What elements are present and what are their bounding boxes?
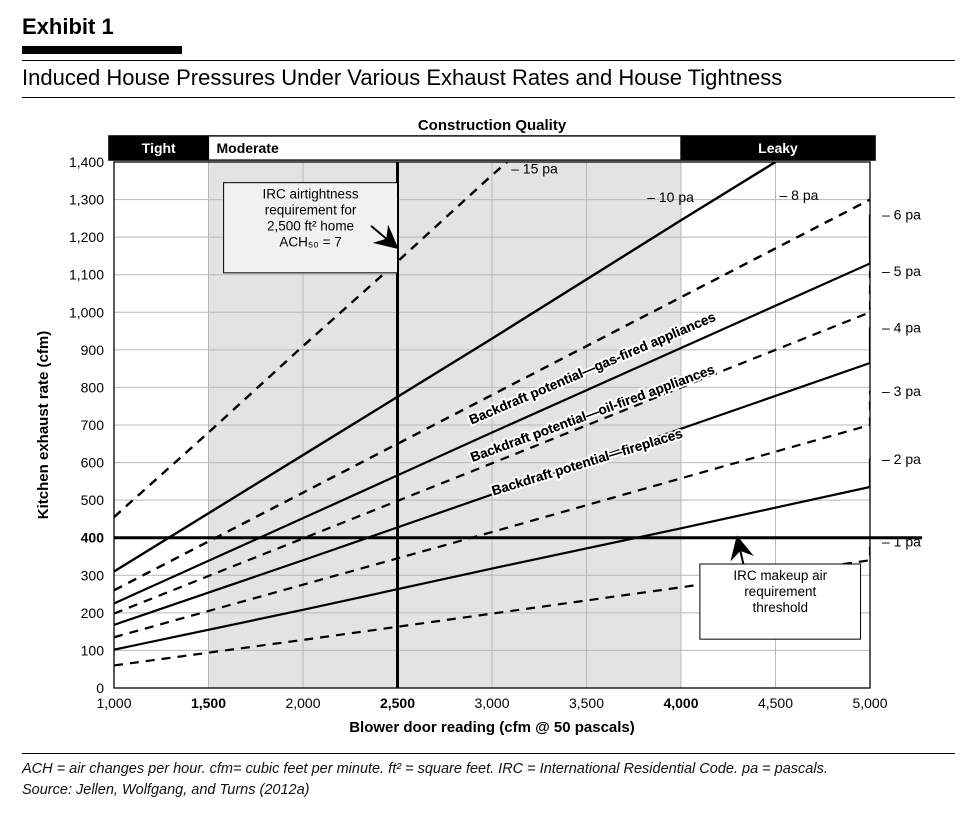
- x-tick-label: 2,500: [380, 695, 415, 711]
- x-tick-label: 1,500: [191, 695, 226, 711]
- callout-irc-makeup-arrow: [738, 539, 744, 564]
- right-pa-label: – 5 pa: [882, 263, 921, 279]
- y-tick-label: 800: [81, 379, 105, 395]
- series-label-pa10: – 10 pa: [647, 189, 694, 205]
- zone-label: Moderate: [217, 140, 279, 156]
- exhibit-underbar: [22, 46, 182, 54]
- right-pa-label: – 3 pa: [882, 383, 921, 399]
- zone-label: Tight: [142, 140, 176, 156]
- exhibit-label: Exhibit 1: [22, 14, 955, 40]
- y-tick-label: 300: [81, 567, 105, 583]
- right-pa-label: – 6 pa: [882, 207, 921, 223]
- y-tick-label: 1,400: [69, 154, 104, 170]
- x-tick-label: 3,500: [569, 695, 604, 711]
- x-tick-label: 1,000: [96, 695, 131, 711]
- footnote-text: ACH = air changes per hour. cfm= cubic f…: [22, 760, 955, 780]
- rule-bottom: [22, 753, 955, 754]
- callout-irc-makeup-line: threshold: [752, 600, 808, 615]
- pressure-chart: Construction Quality Tight Moderate Leaky – …: [22, 102, 952, 742]
- series-label-pa15: – 15 pa: [511, 161, 558, 177]
- chart-title: Induced House Pressures Under Various Ex…: [22, 65, 955, 91]
- y-tick-label: 500: [81, 492, 105, 508]
- x-tick-label: 3,000: [474, 695, 509, 711]
- y-tick-label: 0: [96, 680, 104, 696]
- y-tick-label: 900: [81, 342, 105, 358]
- x-axis-label: Blower door reading (cfm @ 50 pascals): [349, 719, 635, 736]
- source-text: Source: Jellen, Wolfgang, and Turns (201…: [22, 782, 955, 798]
- callout-irc-tightness-line: IRC airtightness: [263, 187, 359, 202]
- y-tick-label: 700: [81, 417, 105, 433]
- callout-irc-makeup-line: requirement: [744, 584, 816, 599]
- y-tick-label: 1,000: [69, 304, 104, 320]
- right-pa-label: – 2 pa: [882, 451, 921, 467]
- x-tick-label: 2,000: [285, 695, 320, 711]
- x-tick-label: 4,000: [663, 695, 698, 711]
- callout-irc-tightness-line: 2,500 ft² home: [267, 219, 354, 234]
- x-tick-label: 4,500: [758, 695, 793, 711]
- callout-irc-tightness-line: requirement for: [265, 203, 357, 218]
- series-label-pa8: – 8 pa: [780, 187, 819, 203]
- y-tick-label: 1,100: [69, 267, 104, 283]
- y-tick-label: 200: [81, 605, 105, 621]
- zone-label: Leaky: [758, 140, 798, 156]
- y-tick-label: 1,200: [69, 229, 104, 245]
- y-tick-label: 600: [81, 455, 105, 471]
- rule-under-title: [22, 97, 955, 98]
- callout-irc-tightness-line: ACH₅₀ = 7: [279, 235, 341, 250]
- rule-top: [22, 60, 955, 61]
- callout-irc-makeup-line: IRC makeup air: [733, 568, 827, 583]
- y-tick-label: 400: [81, 530, 105, 546]
- y-axis-label: Kitchen exhaust rate (cfm): [35, 331, 52, 519]
- right-pa-label: – 1 pa: [882, 533, 921, 549]
- y-tick-label: 100: [81, 642, 105, 658]
- y-tick-label: 1,300: [69, 192, 104, 208]
- construction-quality-title: Construction Quality: [418, 117, 567, 134]
- right-pa-label: – 4 pa: [882, 319, 921, 335]
- x-tick-label: 5,000: [852, 695, 887, 711]
